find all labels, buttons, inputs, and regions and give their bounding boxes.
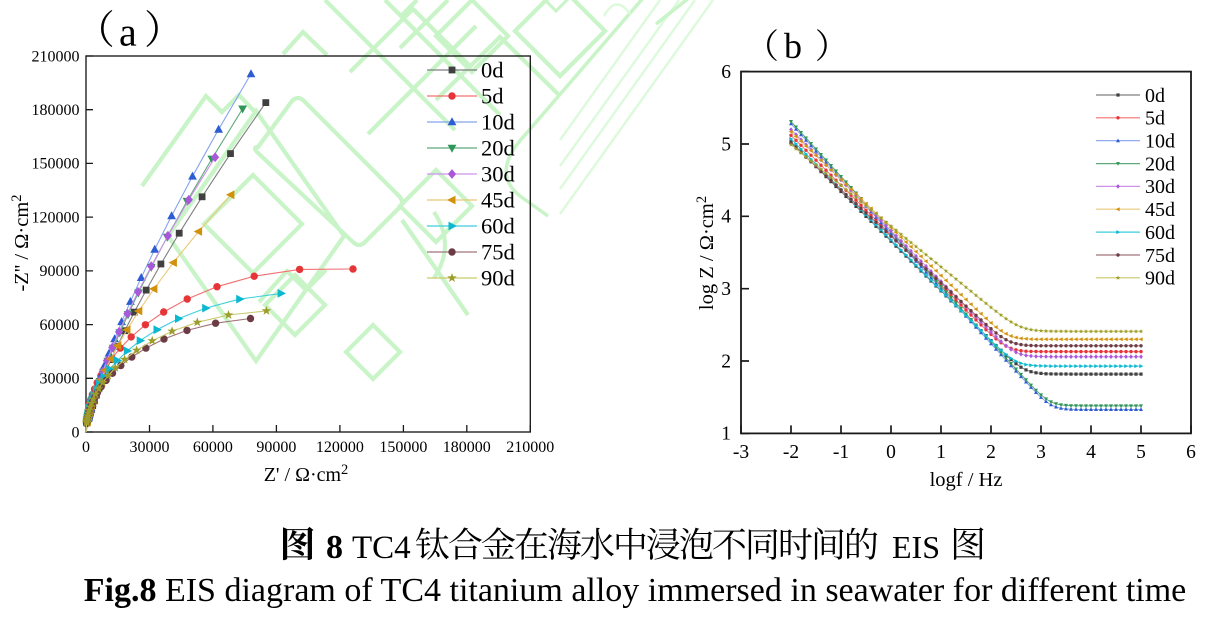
svg-text:1: 1 (936, 442, 946, 463)
svg-text:30d: 30d (481, 162, 515, 187)
svg-text:5d: 5d (1145, 108, 1165, 130)
svg-text:b: b (784, 26, 802, 66)
svg-text:0d: 0d (481, 58, 504, 83)
svg-text:1: 1 (721, 424, 731, 445)
svg-text:Fig.8 EIS diagram of TC4 titan: Fig.8 EIS diagram of TC4 titanium alloy … (84, 572, 1187, 609)
svg-text:45d: 45d (1145, 199, 1175, 221)
svg-text:210000: 210000 (32, 48, 80, 65)
svg-text:45d: 45d (481, 188, 515, 213)
svg-text:-2: -2 (783, 442, 799, 463)
svg-text:120000: 120000 (316, 439, 364, 456)
svg-text:60000: 60000 (193, 439, 233, 456)
svg-text:60d: 60d (1145, 222, 1175, 244)
svg-text:2: 2 (986, 442, 996, 463)
svg-text:3: 3 (721, 279, 731, 300)
svg-text:90000: 90000 (40, 263, 80, 280)
svg-text:20d: 20d (1145, 153, 1175, 175)
svg-text:0: 0 (82, 439, 90, 456)
svg-text:60000: 60000 (40, 317, 80, 334)
svg-text:180000: 180000 (32, 102, 80, 119)
svg-text:4: 4 (1086, 442, 1096, 463)
svg-text:a: a (119, 10, 137, 55)
svg-text:4: 4 (721, 207, 731, 228)
svg-text:8: 8 (326, 529, 343, 566)
svg-text:75d: 75d (1145, 245, 1175, 267)
svg-text:10d: 10d (1145, 131, 1175, 153)
svg-text:6: 6 (1186, 442, 1196, 463)
svg-text:TC4: TC4 (352, 530, 411, 566)
svg-text:90d: 90d (1145, 268, 1175, 290)
svg-text:-3: -3 (733, 442, 749, 463)
svg-text:30000: 30000 (40, 371, 80, 388)
svg-text:30000: 30000 (130, 439, 170, 456)
svg-text:5d: 5d (481, 84, 504, 109)
svg-text:logf / Hz: logf / Hz (930, 469, 1003, 491)
svg-text:5: 5 (721, 134, 731, 155)
svg-text:0d: 0d (1145, 85, 1165, 107)
svg-text:5: 5 (1136, 442, 1146, 463)
svg-text:30d: 30d (1145, 176, 1175, 198)
svg-text:0: 0 (72, 424, 80, 441)
svg-text:-1: -1 (833, 442, 849, 463)
svg-text:0: 0 (886, 442, 896, 463)
svg-text:180000: 180000 (443, 439, 491, 456)
svg-text:EIS: EIS (892, 529, 940, 565)
svg-text:75d: 75d (481, 240, 515, 265)
svg-text:log Z / Ω·cm2: log Z / Ω·cm2 (694, 196, 718, 310)
svg-text:2: 2 (721, 351, 731, 372)
svg-text:150000: 150000 (32, 156, 80, 173)
svg-text:-Z'' / Ω·cm2: -Z'' / Ω·cm2 (9, 194, 33, 291)
svg-text:6: 6 (721, 62, 731, 83)
svg-text:20d: 20d (481, 136, 515, 161)
svg-text:90d: 90d (481, 266, 515, 291)
svg-text:90000: 90000 (256, 439, 296, 456)
svg-text:3: 3 (1036, 442, 1046, 463)
svg-text:120000: 120000 (32, 209, 80, 226)
svg-text:60d: 60d (481, 214, 515, 239)
svg-text:10d: 10d (481, 110, 515, 135)
svg-text:Z' / Ω·cm2: Z' / Ω·cm2 (264, 462, 349, 486)
svg-text:210000: 210000 (506, 439, 554, 456)
svg-text:150000: 150000 (379, 439, 427, 456)
